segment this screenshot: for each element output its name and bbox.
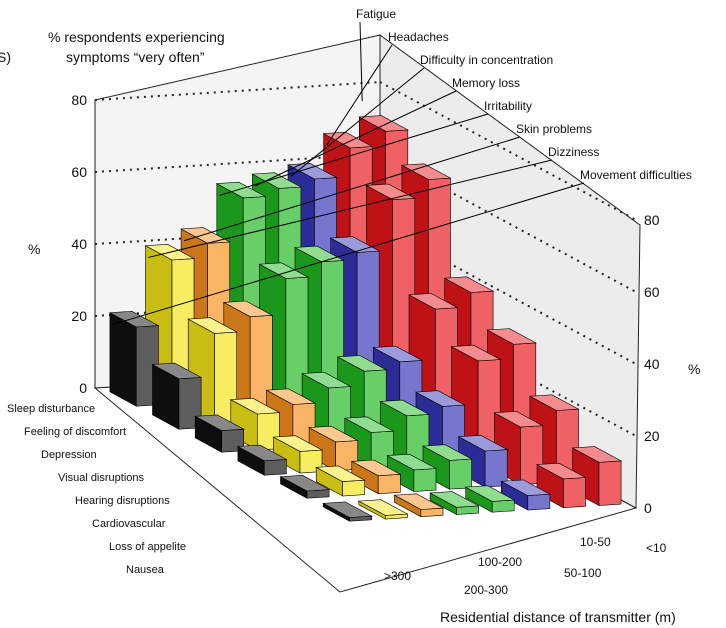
bar-irritability-5 xyxy=(429,491,480,516)
symptom-pointer-3 xyxy=(255,90,457,187)
bar-fatigue-5 xyxy=(571,446,623,507)
bar-movement-difficulties-3 xyxy=(236,444,288,476)
bars-layer xyxy=(108,115,623,522)
row-label-4: Hearing disruptions xyxy=(75,495,170,507)
y-tick-left-40: 40 xyxy=(71,236,87,252)
symptom-pointer-6 xyxy=(148,159,553,258)
symptom-label-2: Difficulty in concentration xyxy=(420,53,553,67)
symptom-pointer-7 xyxy=(112,182,585,325)
bar-skin-problems-5 xyxy=(393,493,445,518)
symptom-pointer-1 xyxy=(326,44,393,146)
x-axis-title: Residential distance of transmitter (m) xyxy=(440,609,676,625)
row-label-7: Nausea xyxy=(126,564,165,576)
labels-layer: 0 0 20 20 40 40 60 60 80 80 Fatigue Headaches Diffic… xyxy=(7,7,692,597)
symptom-label-0: Fatigue xyxy=(356,7,396,21)
y-tick-right-0: 0 xyxy=(644,500,652,516)
row-label-0: Sleep disturbance xyxy=(7,403,95,415)
symptom-label-7: Movement difficulties xyxy=(580,168,692,182)
row-label-6: Loss of appelite xyxy=(109,541,186,553)
bar-irritability-4 xyxy=(386,453,438,493)
bar-dizziness-5 xyxy=(357,499,409,520)
distance-label-2: 50-100 xyxy=(564,566,602,580)
y-tick-left-60: 60 xyxy=(71,164,87,180)
symptom-label-5: Skin problems xyxy=(516,122,592,136)
bar-movement-difficulties-4 xyxy=(279,474,331,499)
y-tick-right-20: 20 xyxy=(644,428,660,444)
distance-label-1: 10-50 xyxy=(580,535,611,549)
row-label-5: Cardiovascular xyxy=(92,518,166,530)
chart-title-line-2: symptoms “very often” xyxy=(66,49,205,65)
y-tick-left-80: 80 xyxy=(71,92,87,108)
edge-fragment: S) xyxy=(0,49,11,65)
y-tick-right-60: 60 xyxy=(644,284,660,300)
chart-title-line-1: % respondents experiencing xyxy=(48,29,225,45)
y-tick-left-0: 0 xyxy=(79,380,87,396)
bar-difficulty-in-concentration-5 xyxy=(500,479,551,511)
symptom-label-1: Headaches xyxy=(388,30,449,44)
y-tick-right-40: 40 xyxy=(644,356,660,372)
y-tick-left-20: 20 xyxy=(71,308,87,324)
distance-label-5: >300 xyxy=(384,569,411,583)
row-label-3: Visual disruptions xyxy=(58,472,145,484)
y-axis-label-right: % xyxy=(688,361,700,377)
symptom-label-3: Memory loss xyxy=(452,76,520,90)
distance-label-3: 100-200 xyxy=(478,555,522,569)
y-tick-right-80: 80 xyxy=(644,212,660,228)
bar-memory-loss-5 xyxy=(464,485,516,513)
symptom-label-4: Irritability xyxy=(484,99,532,113)
distance-label-0: <10 xyxy=(646,541,667,555)
bar-dizziness-3 xyxy=(272,435,324,474)
bar-movement-difficulties-0 xyxy=(108,310,160,407)
y-axis-label-left: % xyxy=(28,241,40,257)
symptom-label-6: Dizziness xyxy=(548,145,599,159)
row-label-2: Depression xyxy=(41,449,97,461)
row-label-1: Feeling of discomfort xyxy=(24,426,126,438)
bar-dizziness-4 xyxy=(315,465,366,497)
distance-label-4: 200-300 xyxy=(464,583,508,597)
bar-memory-loss-4 xyxy=(421,444,473,490)
bar-movement-difficulties-5 xyxy=(322,501,373,522)
symptom-pointer-5 xyxy=(183,136,521,242)
symptom-pointer-0 xyxy=(359,21,363,102)
bar-skin-problems-4 xyxy=(350,459,402,495)
symptom-pointer-4 xyxy=(219,113,489,196)
